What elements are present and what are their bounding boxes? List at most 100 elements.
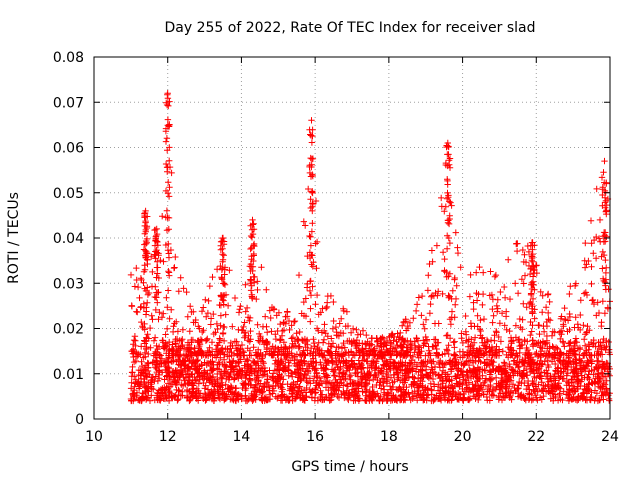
data-point <box>486 351 493 359</box>
data-point <box>481 367 489 374</box>
data-point <box>299 396 306 403</box>
data-point <box>152 283 159 290</box>
data-point <box>544 370 551 377</box>
data-point <box>183 344 191 351</box>
data-point <box>425 272 432 279</box>
data-point <box>391 360 399 367</box>
data-point <box>182 357 189 364</box>
data-point <box>366 372 374 379</box>
data-point <box>410 378 418 385</box>
data-point <box>309 207 316 215</box>
data-point <box>209 273 216 281</box>
data-point <box>356 395 363 402</box>
data-point <box>186 379 194 386</box>
data-point <box>128 302 135 309</box>
data-point <box>308 394 316 401</box>
data-point <box>251 368 259 375</box>
data-point <box>229 389 236 396</box>
data-point <box>452 393 459 400</box>
data-point <box>285 317 293 325</box>
data-point <box>591 387 599 394</box>
data-point <box>313 238 321 246</box>
data-point <box>345 396 352 404</box>
data-point <box>483 362 490 369</box>
data-point <box>310 348 317 355</box>
data-point <box>155 252 162 259</box>
data-point <box>209 359 216 366</box>
data-point <box>484 388 491 395</box>
data-point <box>580 389 587 396</box>
data-point <box>148 253 155 260</box>
data-point <box>317 387 324 394</box>
data-point <box>274 327 281 335</box>
data-point <box>446 155 454 162</box>
data-point <box>149 268 156 276</box>
data-point <box>267 314 274 322</box>
data-point <box>141 262 148 269</box>
data-point <box>361 383 368 391</box>
data-point <box>247 365 254 372</box>
data-point <box>509 369 516 377</box>
data-point <box>539 387 547 395</box>
data-point <box>329 359 336 366</box>
data-point <box>398 367 406 374</box>
data-point <box>306 232 313 240</box>
data-point <box>584 374 592 381</box>
data-point <box>393 369 401 376</box>
data-point <box>514 290 522 297</box>
data-point <box>508 351 515 358</box>
data-point <box>353 326 360 333</box>
data-point <box>155 274 162 282</box>
data-point <box>446 335 454 342</box>
data-point <box>309 188 316 195</box>
data-point <box>488 356 495 364</box>
data-point <box>448 396 455 403</box>
data-point <box>304 341 311 348</box>
data-point <box>220 252 227 259</box>
data-point <box>300 218 307 225</box>
data-point <box>318 329 326 336</box>
data-point <box>578 376 586 383</box>
data-point <box>392 393 399 401</box>
data-point <box>142 228 149 235</box>
data-point <box>423 363 430 370</box>
data-point <box>418 348 425 355</box>
data-point <box>283 396 291 403</box>
data-point <box>565 340 572 347</box>
data-point <box>204 386 212 393</box>
data-point <box>597 384 604 391</box>
data-point <box>481 359 489 366</box>
data-point <box>442 203 449 210</box>
data-point <box>247 287 255 294</box>
data-point <box>442 382 450 390</box>
data-point <box>207 315 215 322</box>
data-point <box>224 352 231 360</box>
data-point <box>580 364 587 371</box>
data-point <box>254 286 261 294</box>
data-point <box>217 246 225 253</box>
data-point <box>208 396 216 403</box>
data-point <box>510 357 517 365</box>
data-point <box>444 219 452 226</box>
data-point <box>498 383 506 390</box>
data-point <box>157 387 165 394</box>
data-point <box>599 184 606 191</box>
data-point <box>522 357 529 364</box>
data-point <box>249 230 257 238</box>
data-point <box>419 382 426 389</box>
data-point <box>512 322 520 329</box>
data-point <box>307 292 315 299</box>
data-point <box>200 327 207 334</box>
data-point <box>545 383 552 390</box>
data-point <box>351 339 359 346</box>
data-point <box>296 328 303 336</box>
data-point <box>145 350 152 358</box>
data-point <box>266 307 273 314</box>
data-point <box>499 379 506 386</box>
data-point <box>487 376 494 384</box>
data-point <box>163 207 171 214</box>
data-point <box>276 375 284 382</box>
data-point <box>521 272 529 279</box>
data-point <box>445 194 452 201</box>
data-point <box>254 278 261 285</box>
